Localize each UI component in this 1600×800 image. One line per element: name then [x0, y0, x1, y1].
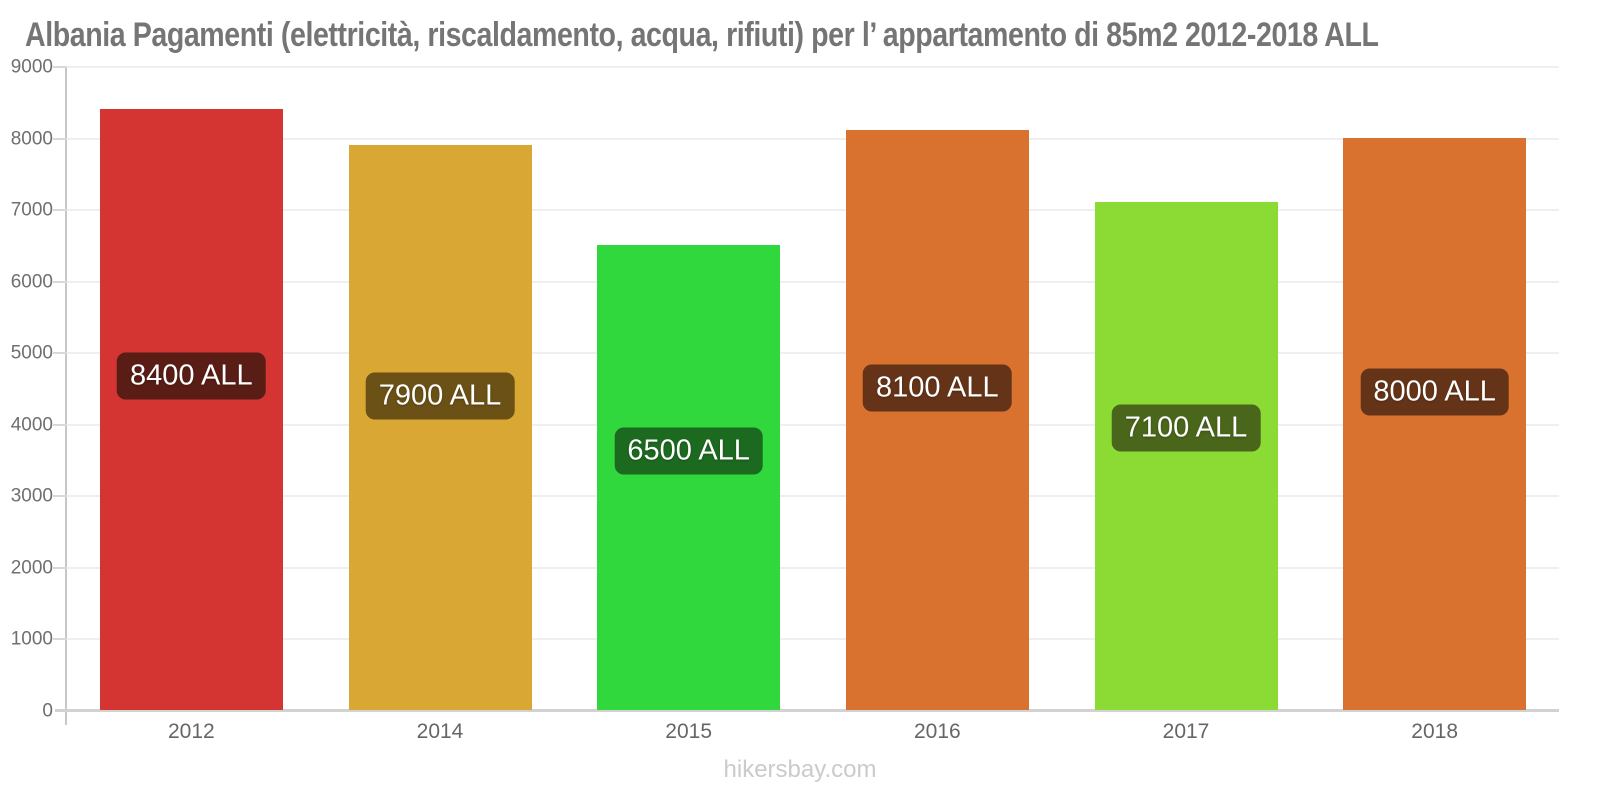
gridline-4000 — [67, 423, 1559, 426]
x-axis-label-2015: 2015 — [665, 720, 713, 743]
y-axis-label-0: 0 — [42, 700, 53, 722]
y-tick-2000 — [53, 566, 67, 569]
chart-title: Albania Pagamenti (elettricità, riscalda… — [25, 16, 1379, 54]
y-tick-1000 — [53, 638, 67, 641]
bar-2018: 8000 ALL — [1343, 137, 1527, 710]
y-axis-line — [65, 67, 67, 725]
x-axis-label-2016: 2016 — [913, 720, 961, 743]
gridline-2000 — [67, 566, 1559, 569]
y-tick-8000 — [53, 137, 67, 140]
bar-value-badge: 8400 ALL — [117, 352, 266, 400]
bar-value-badge: 7100 ALL — [1111, 404, 1261, 452]
y-axis-label-8000: 8000 — [10, 128, 53, 150]
bar-value-badge: 6500 ALL — [614, 427, 763, 475]
y-tick-9000 — [53, 66, 67, 68]
x-axis-line — [55, 709, 1559, 712]
gridline-7000 — [67, 209, 1559, 212]
y-tick-3000 — [53, 495, 67, 498]
bar-value-badge: 8100 ALL — [863, 364, 1012, 412]
y-tick-7000 — [53, 209, 67, 212]
gridline-1000 — [67, 638, 1559, 641]
watermark: hikersbay.com — [723, 756, 877, 783]
y-axis-label-7000: 7000 — [10, 199, 53, 221]
bar-value-badge: 8000 ALL — [1360, 368, 1509, 416]
y-tick-5000 — [53, 352, 67, 355]
bar-value-badge: 7900 ALL — [365, 372, 515, 420]
gridline-3000 — [67, 495, 1559, 498]
gridline-6000 — [67, 280, 1559, 283]
y-axis-label-2000: 2000 — [10, 557, 53, 579]
bar-2015: 6500 ALL — [597, 244, 781, 710]
x-axis-label-2014: 2014 — [416, 720, 464, 743]
y-axis-label-1000: 1000 — [10, 628, 53, 650]
bar-2016: 8100 ALL — [845, 130, 1029, 710]
plot-area: 0 1000 2000 3000 4000 5000 6000 7000 8000 9000 84… — [11, 58, 1559, 743]
bar-2014: 7900 ALL — [348, 144, 532, 710]
y-axis-label-5000: 5000 — [10, 342, 53, 364]
x-axis-label-2012: 2012 — [167, 720, 215, 743]
bar-2012: 8400 ALL — [99, 108, 283, 710]
x-axis-label-2018: 2018 — [1411, 720, 1459, 743]
y-tick-4000 — [53, 423, 67, 426]
bar-2017: 7100 ALL — [1094, 201, 1278, 710]
y-axis-label-4000: 4000 — [10, 414, 53, 436]
y-axis-label-9000: 9000 — [10, 56, 53, 78]
gridline-9000 — [67, 66, 1559, 68]
gridline-5000 — [67, 352, 1559, 355]
x-axis-label-2017: 2017 — [1162, 720, 1210, 743]
y-axis-label-3000: 3000 — [10, 485, 53, 507]
y-axis-label-6000: 6000 — [10, 271, 53, 293]
gridline-8000 — [67, 137, 1559, 140]
y-tick-6000 — [53, 280, 67, 283]
